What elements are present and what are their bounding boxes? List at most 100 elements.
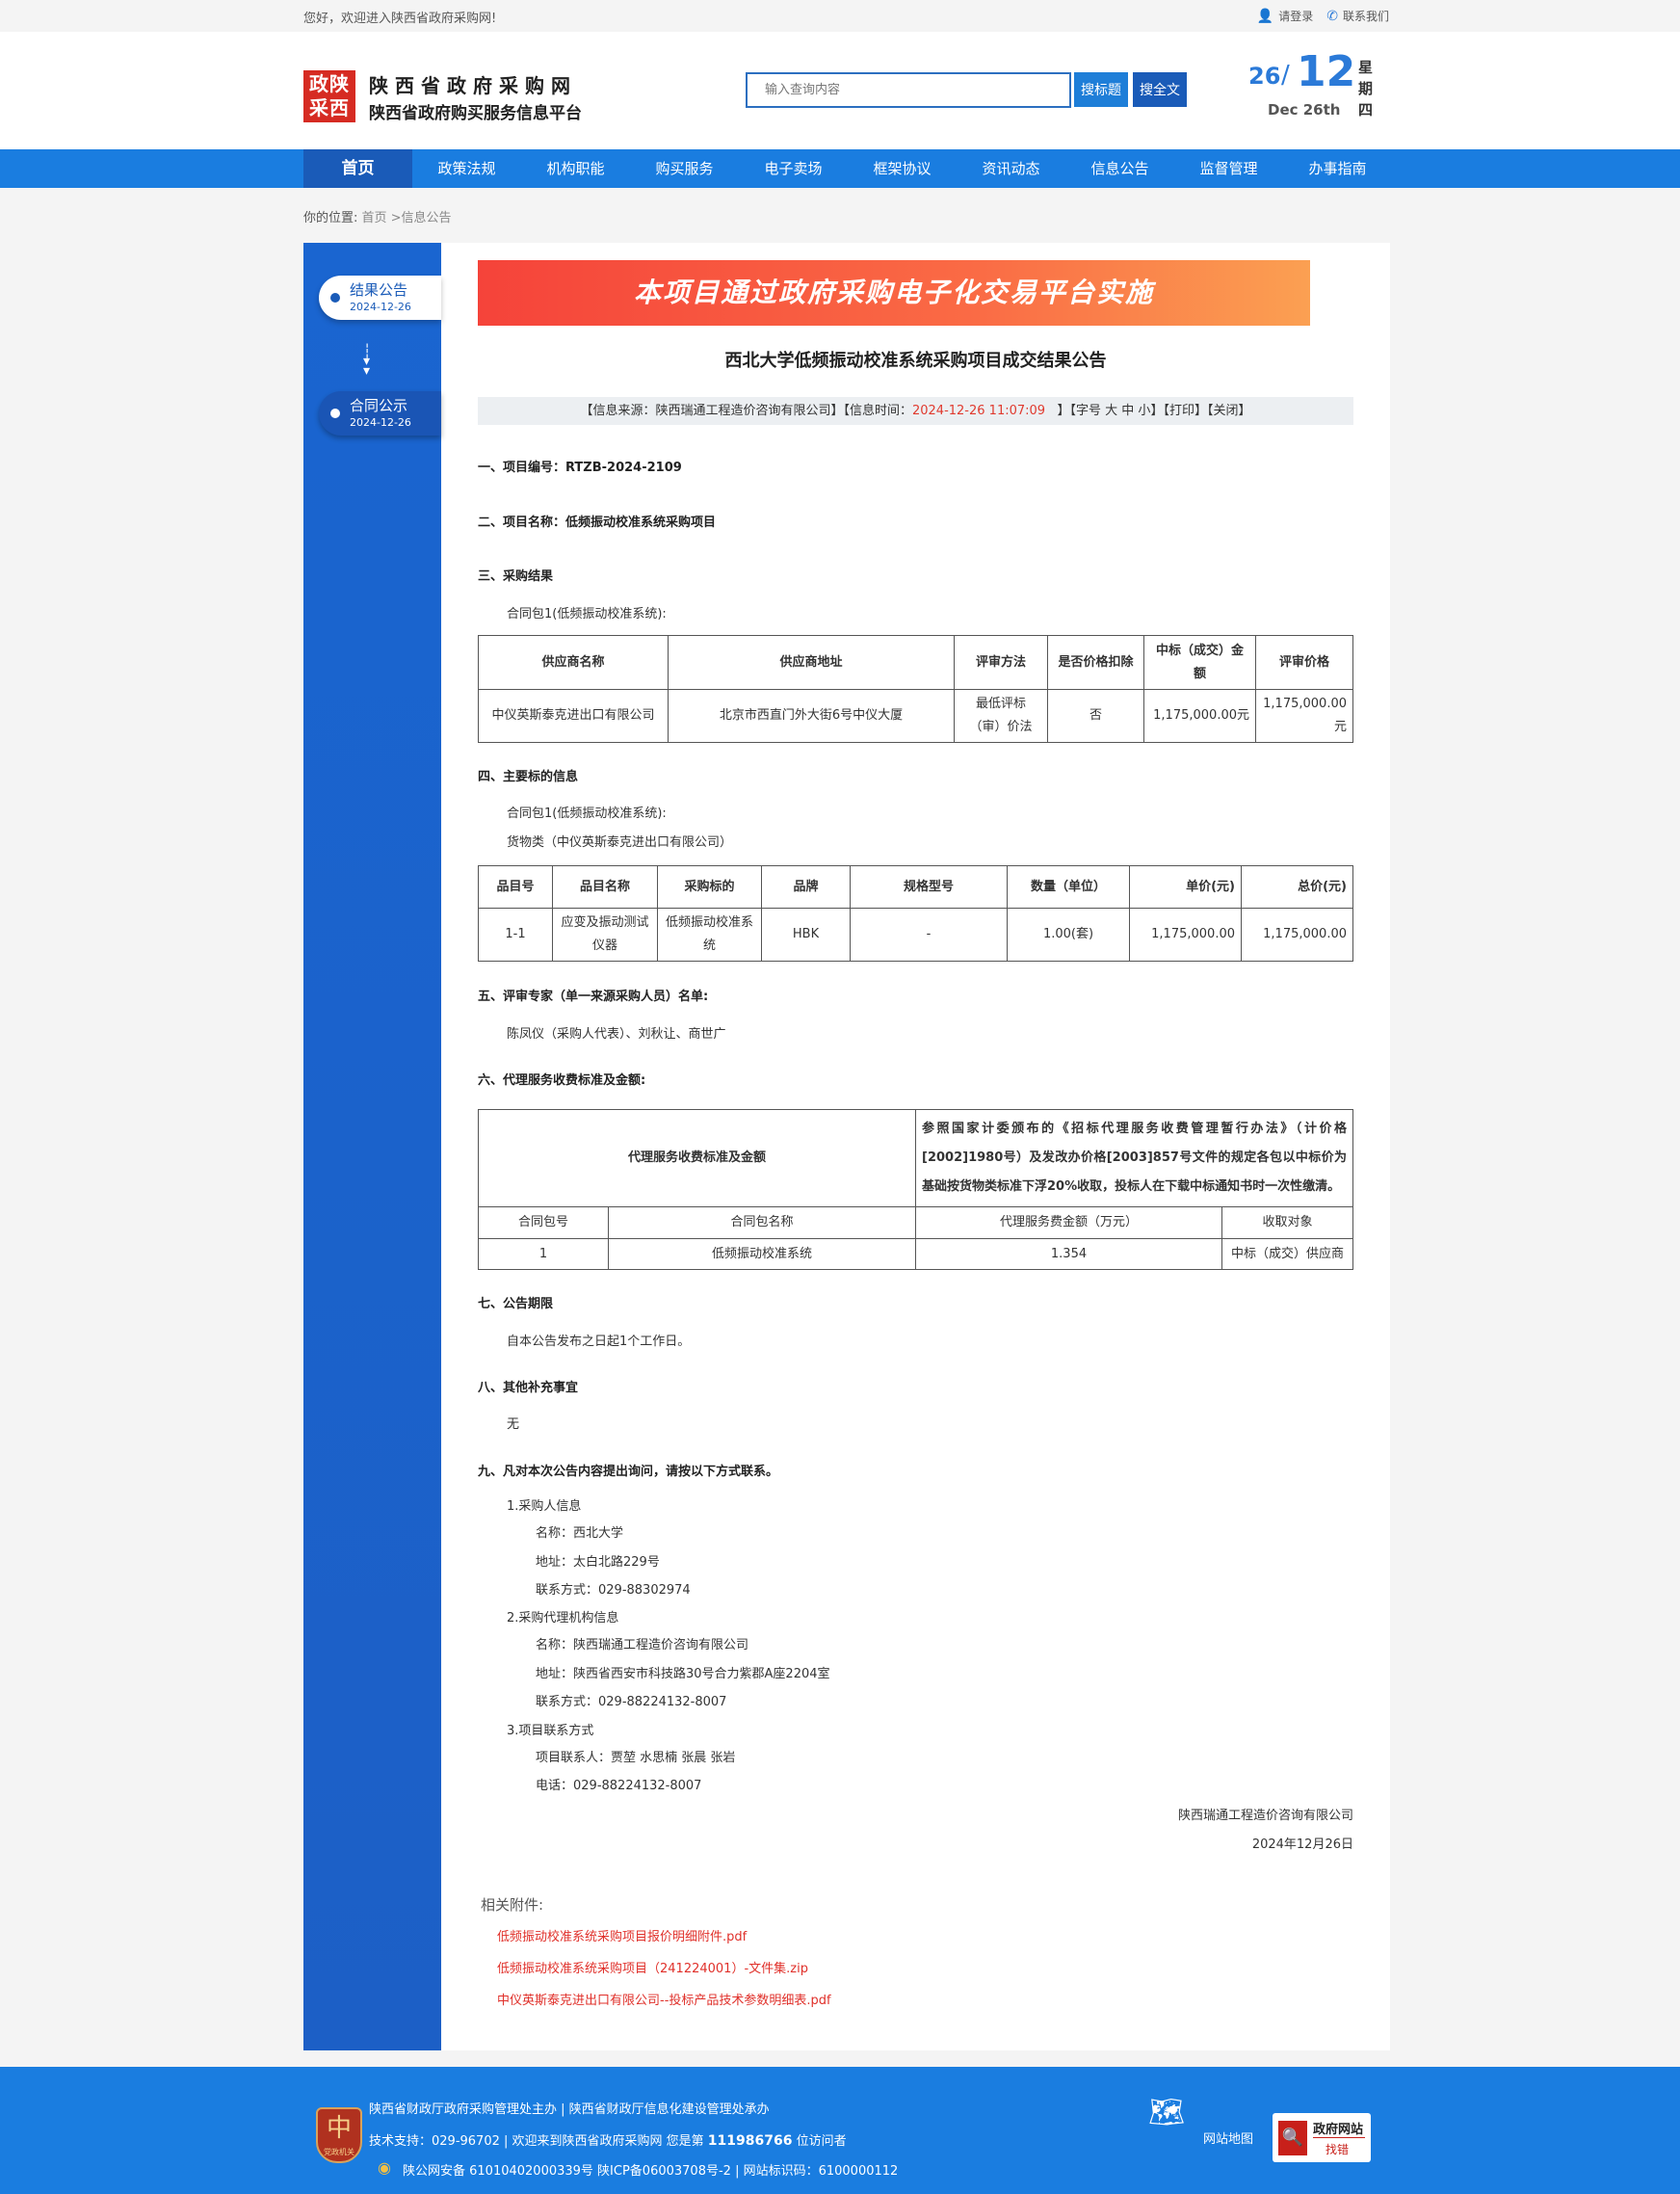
contact-line: 联系方式：029-88224132-8007	[536, 1695, 727, 1709]
table-cell: 代理服务收费标准及金额	[478, 1109, 916, 1207]
nav-item-purchase-service[interactable]: 购买服务	[655, 160, 714, 177]
breadcrumb-path[interactable]: 首页 >信息公告	[361, 211, 452, 225]
table-cell: 低频振动校准系统	[608, 1238, 916, 1270]
font-small-button[interactable]: 小	[1138, 404, 1151, 418]
close-button[interactable]: 关闭	[1213, 404, 1239, 418]
table-cell: 中标（成交）供应商	[1221, 1238, 1353, 1270]
timeline-item-contract[interactable]: 合同公示 2024-12-26	[319, 391, 441, 436]
nav-item-guide[interactable]: 办事指南	[1308, 160, 1367, 177]
sign-date: 2024年12月26日	[1251, 1837, 1353, 1852]
table-header: 总价(元)	[1241, 865, 1353, 909]
site-name: 陕西省政府采购网	[369, 74, 577, 97]
date-month: 12	[1297, 47, 1356, 96]
site-logo[interactable]: 政陕 采西	[303, 70, 355, 122]
nav-item-notices[interactable]: 信息公告	[1090, 160, 1149, 177]
table-cell: 中仪英斯泰克进出口有限公司	[478, 689, 669, 743]
sitemap-icon[interactable]: 🗺	[1148, 2096, 1186, 2129]
nav-item-supervision[interactable]: 监督管理	[1199, 160, 1258, 177]
contact-label: 联系我们	[1342, 10, 1389, 23]
table-header: 品目名称	[552, 865, 658, 909]
info-source: 【信息来源：陕西瑞通工程造价咨询有限公司】【信息时间：	[580, 404, 912, 418]
magnifier-icon: 🔍	[1278, 2121, 1307, 2155]
timeline-title: 合同公示	[350, 397, 408, 414]
table-cell: 否	[1047, 689, 1144, 743]
timeline-item-result[interactable]: 结果公告 2024-12-26	[319, 276, 441, 320]
main-nav: 首页 政策法规 机构职能 购买服务 电子卖场 框架协议 资讯动态 信息公告 监督…	[0, 149, 1680, 188]
info-text: 】	[1238, 404, 1251, 418]
attachment-link[interactable]: 低频振动校准系统采购项目（241224001）-文件集.zip	[497, 1962, 808, 1976]
font-medium-button[interactable]: 中	[1121, 404, 1135, 418]
table-header: 数量（单位）	[1007, 865, 1130, 909]
table-header: 供应商名称	[478, 635, 669, 690]
contact-line: 名称：西北大学	[536, 1526, 624, 1541]
search-input[interactable]: 输入查询内容	[746, 72, 1071, 108]
login-link[interactable]: 👤 请登录	[1257, 8, 1313, 24]
contact-line: 联系方式：029-88302974	[536, 1583, 691, 1598]
police-emblem-icon: ◉	[378, 2158, 391, 2177]
greeting-text: 您好，欢迎进入陕西省政府采购网!	[303, 12, 497, 26]
arrow-down-icon: ┆ ▾ ▾	[363, 344, 372, 379]
nav-item-framework[interactable]: 框架协议	[873, 160, 932, 177]
table-header: 合同包名称	[608, 1206, 916, 1239]
attachment-link[interactable]: 中仪英斯泰克进出口有限公司--投标产品技术参数明细表.pdf	[497, 1994, 831, 2008]
contact-line: 地址：陕西省西安市科技路30号合力紫郡A座2204室	[536, 1667, 830, 1681]
find-error-button[interactable]: 🔍 政府网站 找错	[1273, 2113, 1371, 2162]
table-header: 评审方法	[954, 635, 1048, 690]
footer-line-1: 陕西省财政厅政府采购管理处主办 | 陕西省财政厅信息化建设管理处承办	[369, 2102, 770, 2117]
table-header: 合同包号	[478, 1206, 609, 1239]
agency-fee-table: 代理服务收费标准及金额 参照国家计委颁布的《招标代理服务收费管理暂行办法》（计价…	[478, 1109, 1353, 1270]
section-1-heading: 一、项目编号：RTZB-2024-2109	[478, 461, 682, 475]
date-slash: /	[1281, 61, 1290, 90]
nav-item-policy[interactable]: 政策法规	[437, 160, 496, 177]
contact-link[interactable]: ✆ 联系我们	[1326, 8, 1389, 24]
footer-text: 技术支持：029-96702 | 欢迎来到陕西省政府采购网 您是第	[369, 2134, 708, 2149]
table-row: 代理服务收费标准及金额 参照国家计委颁布的《招标代理服务收费管理暂行办法》（计价…	[478, 1109, 1353, 1207]
sitemap-link[interactable]: 网站地图	[1203, 2132, 1254, 2147]
footer-line-2: 技术支持：029-96702 | 欢迎来到陕西省政府采购网 您是第 111986…	[369, 2130, 847, 2149]
table-cell: -	[850, 908, 1008, 962]
breadcrumb-label: 你的位置:	[303, 211, 358, 225]
table-cell: HBK	[761, 908, 851, 962]
table-cell: 1,175,000.00元	[1143, 689, 1256, 743]
font-large-button[interactable]: 大	[1105, 404, 1118, 418]
user-icon: 👤	[1256, 9, 1274, 24]
section-4-heading: 四、主要标的信息	[478, 770, 579, 784]
contact-group-title: 2.采购代理机构信息	[507, 1611, 619, 1626]
table-header: 供应商地址	[668, 635, 955, 690]
footer: 中党政机关 陕西省财政厅政府采购管理处主办 | 陕西省财政厅信息化建设管理处承办…	[0, 2067, 1680, 2194]
table-header: 规格型号	[850, 865, 1008, 909]
nav-item-functions[interactable]: 机构职能	[546, 160, 605, 177]
find-error-title: 政府网站	[1313, 2123, 1364, 2137]
article-title: 西北大学低频振动校准系统采购项目成交结果公告	[724, 351, 1107, 371]
top-bar: 您好，欢迎进入陕西省政府采购网! 👤 请登录 ✆ 联系我们	[0, 0, 1680, 32]
table-header-row: 品目号 品目名称 采购标的 品牌 规格型号 数量（单位） 单价(元) 总价(元)	[478, 865, 1353, 909]
find-error-subtitle: 找错	[1326, 2143, 1350, 2156]
table-cell: 北京市西直门外大街6号中仪大厦	[668, 689, 955, 743]
table-header: 评审价格	[1255, 635, 1353, 690]
date-english: Dec 26th	[1268, 101, 1341, 119]
info-text: 】【	[1194, 404, 1214, 418]
search-title-button[interactable]: 搜标题	[1074, 72, 1128, 107]
section-8-heading: 八、其他补充事宜	[478, 1381, 579, 1395]
table-cell: 应变及振动测试仪器	[552, 908, 658, 962]
table-header: 是否价格扣除	[1047, 635, 1144, 690]
section-9-heading: 九、凡对本次公告内容提出询问，请按以下方式联系。	[478, 1465, 779, 1479]
table-cell: 1,175,000.00	[1241, 908, 1353, 962]
footer-text: 位访问者	[792, 2134, 847, 2149]
nav-item-news[interactable]: 资讯动态	[982, 160, 1040, 177]
party-govt-badge-icon[interactable]: 中党政机关	[316, 2107, 362, 2163]
table-cell: 低频振动校准系统	[657, 908, 762, 962]
table-cell: 1	[478, 1238, 609, 1270]
search-fulltext-button[interactable]: 搜全文	[1133, 72, 1187, 107]
nav-item-home[interactable]: 首页	[303, 149, 412, 188]
section-7-heading: 七、公告期限	[478, 1297, 554, 1311]
category-label: 货物类（中仪英斯泰克进出口有限公司）	[507, 835, 733, 850]
print-button[interactable]: 打印	[1168, 404, 1194, 418]
date-weekday: 星期四	[1358, 59, 1374, 119]
nav-item-emall[interactable]: 电子卖场	[764, 160, 823, 177]
timeline-title: 结果公告	[350, 281, 408, 299]
attachment-link[interactable]: 低频振动校准系统采购项目报价明细附件.pdf	[497, 1930, 748, 1944]
footer-line-3[interactable]: 陕公网安备 61010402000339号 陕ICP备06003708号-2 |…	[403, 2164, 899, 2179]
section-5-heading: 五、评审专家（单一来源采购人员）名单:	[478, 990, 709, 1004]
timeline-date: 2024-12-26	[350, 416, 411, 429]
